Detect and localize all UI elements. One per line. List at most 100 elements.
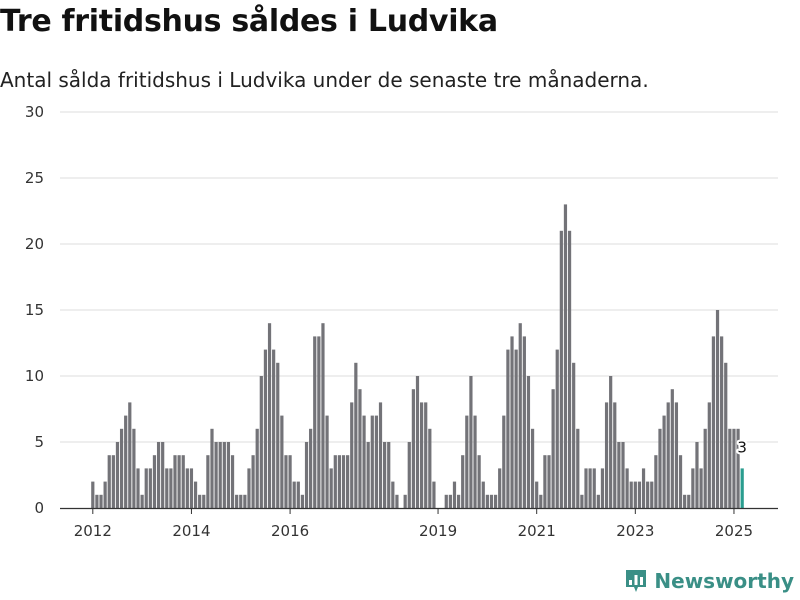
x-tick-label: 2019 — [419, 522, 457, 540]
chart-title: Tre fritidshus såldes i Ludvika — [0, 4, 498, 39]
bar — [165, 468, 169, 508]
brand-name: Newsworthy — [654, 569, 794, 593]
brand-logo: Newsworthy — [624, 568, 794, 594]
bar — [444, 494, 448, 508]
x-tick-label: 2016 — [271, 522, 309, 540]
highlight-value-label: 3 — [737, 438, 747, 456]
bar — [128, 402, 132, 508]
bar — [609, 376, 613, 508]
bar — [140, 494, 144, 508]
bar — [625, 468, 629, 508]
bar — [235, 494, 239, 508]
bar — [428, 428, 432, 508]
bar — [699, 468, 703, 508]
bar — [259, 376, 263, 508]
bar — [218, 442, 222, 508]
bar — [510, 336, 514, 508]
bar — [362, 415, 366, 508]
bar — [185, 468, 189, 508]
bar — [341, 455, 346, 508]
bar — [535, 481, 539, 508]
bar — [498, 468, 502, 508]
bar — [243, 494, 247, 508]
bar — [617, 442, 621, 508]
bar — [469, 376, 473, 508]
chart-subtitle: Antal sålda fritidshus i Ludvika under d… — [0, 68, 649, 92]
bar — [383, 442, 387, 508]
bar — [95, 494, 99, 508]
bar — [391, 481, 395, 508]
bar — [189, 468, 194, 508]
x-tick-label: 2023 — [616, 522, 654, 540]
bar — [119, 428, 124, 508]
bar — [715, 310, 720, 508]
bar — [646, 481, 650, 508]
bar — [559, 230, 563, 509]
bar — [156, 442, 161, 508]
bar — [272, 349, 276, 508]
bar — [255, 428, 259, 508]
bar — [337, 455, 342, 508]
bar — [292, 481, 296, 508]
bar — [711, 336, 716, 508]
bar — [678, 455, 683, 508]
y-tick-label: 0 — [34, 499, 44, 517]
x-tick-label: 2014 — [172, 522, 210, 540]
bar — [572, 362, 576, 508]
bar — [584, 468, 588, 508]
bar — [239, 494, 243, 508]
bar — [592, 468, 596, 508]
bar — [452, 481, 457, 508]
bar — [206, 455, 210, 508]
bar — [247, 468, 251, 508]
bar — [514, 349, 518, 508]
bar — [222, 442, 226, 508]
bar — [473, 415, 477, 508]
bar — [366, 442, 370, 508]
bar — [658, 428, 662, 508]
bar — [309, 428, 313, 508]
bar — [193, 481, 198, 508]
bar — [683, 494, 687, 508]
bar — [103, 481, 107, 508]
bar — [169, 468, 173, 508]
bar — [111, 455, 115, 508]
bar — [596, 494, 600, 508]
bar — [251, 455, 255, 508]
y-tick-label: 5 — [34, 433, 44, 451]
bar — [481, 481, 485, 508]
bar — [317, 336, 321, 508]
bar — [267, 323, 272, 508]
highlight-bar — [740, 468, 744, 508]
x-tick-label: 2025 — [715, 522, 753, 540]
bar — [411, 389, 415, 508]
bar — [202, 494, 206, 508]
bar — [456, 494, 461, 508]
bar — [555, 349, 559, 508]
bar — [346, 455, 350, 508]
bar — [407, 442, 411, 508]
bar — [588, 468, 592, 508]
bar — [378, 402, 383, 508]
y-tick-label: 25 — [25, 169, 44, 187]
bar — [580, 494, 584, 508]
bar — [432, 481, 436, 508]
bar — [210, 428, 214, 508]
bar — [144, 468, 148, 508]
bar — [403, 494, 407, 508]
bar — [161, 442, 165, 508]
bar — [358, 389, 362, 508]
bar — [461, 455, 465, 508]
bar — [506, 349, 510, 508]
bar — [329, 468, 333, 508]
bar — [296, 481, 300, 508]
bar — [226, 442, 231, 508]
bar — [485, 494, 489, 508]
bar — [280, 415, 284, 508]
y-tick-label: 15 — [25, 301, 44, 319]
bar — [489, 494, 494, 508]
bar — [691, 468, 695, 508]
bar — [115, 442, 120, 508]
bar — [539, 494, 543, 508]
bar — [674, 402, 679, 508]
